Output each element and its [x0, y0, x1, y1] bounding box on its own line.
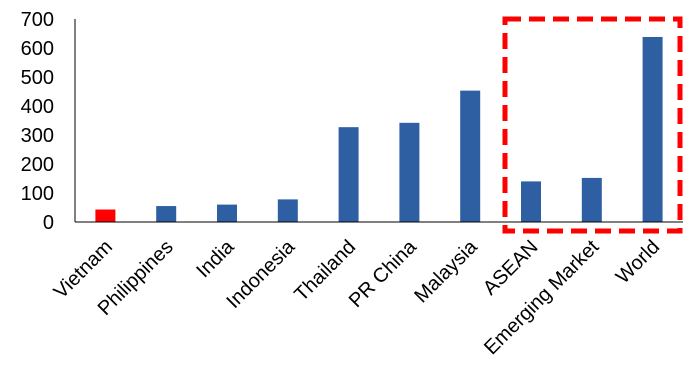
x-tick-label: Indonesia: [222, 235, 300, 313]
bar-asean: [521, 181, 541, 222]
y-tick-label: 600: [21, 38, 54, 60]
x-tick-label: World: [612, 236, 664, 288]
axis-layer: [74, 19, 683, 223]
x-tick-label: Malaysia: [410, 235, 482, 307]
bar-pr-china: [399, 122, 420, 222]
bars-layer: [95, 36, 663, 223]
bar-philippines: [156, 206, 177, 222]
y-tick-label: 500: [21, 67, 54, 89]
x-tick-label: Emerging Market: [480, 236, 604, 360]
bar-malaysia: [460, 90, 481, 222]
highlight-annotation-box: [502, 16, 683, 234]
y-tick-label: 200: [21, 154, 54, 176]
bar-emerging-market: [581, 177, 602, 222]
y-tick-label: 0: [43, 212, 54, 234]
bar-indonesia: [277, 199, 298, 222]
bar-world: [642, 36, 663, 223]
bar-vietnam: [95, 209, 116, 222]
y-tick-label: 300: [21, 125, 54, 147]
bar-india: [217, 204, 237, 222]
x-tick-label: PR China: [345, 235, 422, 312]
y-tick-label: 400: [21, 96, 54, 118]
x-tick-label: India: [192, 235, 239, 282]
bar-thailand: [338, 127, 359, 222]
y-tick-label: 100: [21, 183, 54, 205]
y-tick-labels: 0 100 200 300 400 500 600 700: [21, 9, 54, 234]
y-tick-label: 700: [21, 9, 54, 31]
